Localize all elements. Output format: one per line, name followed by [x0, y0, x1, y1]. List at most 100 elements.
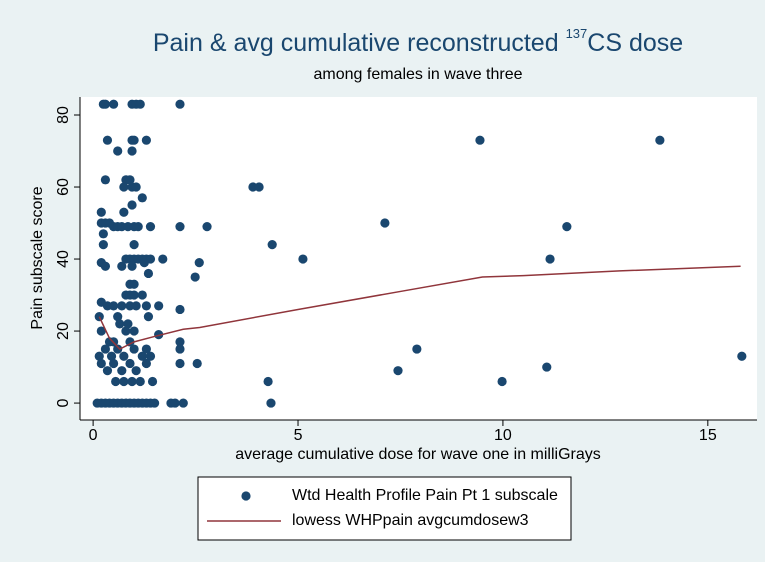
y-axis-label: Pain subscale score — [29, 186, 46, 329]
data-point — [175, 344, 185, 354]
title-superscript: 137 — [566, 26, 588, 41]
data-point — [137, 193, 147, 203]
data-point — [131, 301, 141, 311]
data-point — [100, 175, 111, 185]
data-point — [170, 398, 180, 408]
data-point — [131, 366, 141, 376]
data-point — [127, 146, 137, 156]
chart-subtitle: among females in wave three — [314, 66, 523, 83]
data-point — [129, 344, 139, 354]
y-tick-label: 80 — [55, 106, 72, 124]
data-point — [175, 304, 185, 315]
x-tick-label: 0 — [89, 427, 98, 444]
data-point — [137, 290, 147, 300]
data-point — [125, 358, 135, 369]
data-point — [119, 351, 129, 361]
data-point — [96, 207, 106, 217]
data-point — [129, 279, 139, 289]
data-point — [133, 222, 143, 232]
data-point — [545, 254, 555, 264]
legend-label: lowess WHPpain avgcumdosew3 — [292, 512, 529, 529]
data-point — [141, 344, 151, 354]
data-point — [129, 290, 139, 300]
data-point — [149, 398, 160, 408]
data-point — [102, 366, 113, 376]
data-point — [125, 337, 135, 347]
data-point — [137, 351, 147, 361]
data-point — [117, 261, 127, 271]
data-point — [143, 312, 154, 322]
data-point — [475, 135, 485, 145]
data-point — [141, 135, 151, 145]
data-point — [194, 258, 204, 268]
x-tick-label: 15 — [699, 427, 717, 444]
data-point — [131, 182, 141, 192]
data-point — [158, 254, 168, 264]
data-point — [119, 376, 129, 387]
data-point — [139, 258, 149, 268]
data-point — [127, 376, 137, 387]
data-point — [98, 240, 108, 250]
data-point — [154, 301, 164, 311]
data-point — [106, 351, 117, 361]
data-point — [175, 358, 185, 369]
data-point — [135, 376, 145, 387]
title-part: Pain & avg cumulative reconstructed — [153, 29, 566, 57]
x-tick-label: 10 — [494, 427, 512, 444]
data-point — [542, 362, 552, 372]
data-point — [178, 398, 188, 408]
data-point — [119, 207, 129, 217]
data-point — [127, 261, 137, 271]
y-tick-label: 40 — [55, 250, 72, 268]
legend — [197, 476, 572, 541]
data-point — [113, 344, 123, 354]
data-point — [102, 135, 113, 145]
data-point — [125, 175, 135, 185]
data-point — [121, 326, 131, 336]
data-point — [113, 312, 123, 322]
y-tick-label: 0 — [55, 399, 72, 408]
data-point — [109, 301, 119, 311]
data-point — [562, 222, 572, 232]
data-point — [100, 261, 111, 271]
data-point — [100, 344, 111, 354]
data-point — [298, 254, 308, 264]
data-point — [145, 351, 156, 361]
y-tick-label: 20 — [55, 322, 72, 340]
data-point — [96, 326, 106, 336]
data-point — [254, 182, 264, 192]
data-point — [96, 358, 106, 369]
data-point — [497, 376, 507, 387]
data-point — [263, 376, 273, 387]
data-point — [129, 135, 139, 145]
legend-label: Wtd Health Profile Pain Pt 1 subscale — [292, 487, 558, 504]
data-point — [109, 99, 119, 109]
data-point — [175, 337, 185, 347]
data-point — [145, 222, 156, 232]
x-axis-label: average cumulative dose for wave one in … — [235, 446, 601, 463]
data-point — [202, 222, 212, 232]
data-point — [100, 99, 111, 109]
data-point — [129, 240, 139, 250]
data-point — [190, 272, 200, 282]
data-point — [175, 222, 185, 232]
y-tick-label: 60 — [55, 178, 72, 196]
data-point — [94, 351, 104, 361]
data-point — [175, 99, 185, 109]
data-point — [98, 229, 108, 239]
data-point — [267, 240, 277, 250]
data-point — [655, 135, 665, 145]
data-point — [141, 358, 151, 369]
data-point — [123, 319, 133, 329]
data-point — [111, 376, 121, 387]
chart-title: Pain & avg cumulative reconstructed 137C… — [153, 26, 683, 56]
data-point — [393, 366, 403, 376]
data-point — [117, 366, 127, 376]
data-point — [141, 301, 151, 311]
data-point — [127, 200, 137, 210]
data-point — [109, 358, 119, 369]
data-point — [135, 99, 145, 109]
data-point — [143, 268, 154, 279]
data-point — [147, 376, 158, 387]
